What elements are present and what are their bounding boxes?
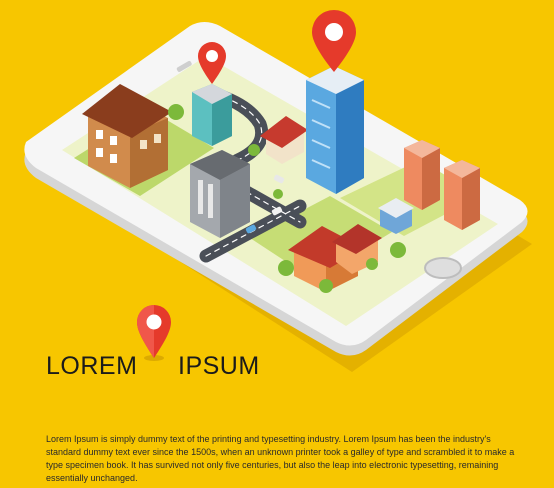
map-pin-icon [137,304,171,361]
isometric-city-illustration [24,9,532,372]
map-pin-icon [198,42,226,84]
apartment-building-icon [190,150,250,238]
home-button-icon [424,257,462,279]
car-icon [245,174,285,234]
house-icon [82,84,172,188]
map-pin-icon [311,9,356,73]
speaker-icon [176,61,192,72]
description-text: Lorem Ipsum is simply dummy text of the … [46,434,515,483]
tree-icon [168,104,406,293]
apartment-building-icon [192,84,232,146]
house-icon [260,116,308,164]
skyscraper-icon [306,66,364,194]
house-icon [378,198,414,234]
logo-word-lorem: LOREM [46,352,138,380]
logo-word-ipsum: IPSUM [178,352,260,380]
brand-logo: LOREM IPSUM [46,304,306,390]
apartment-building-icon [404,140,480,230]
